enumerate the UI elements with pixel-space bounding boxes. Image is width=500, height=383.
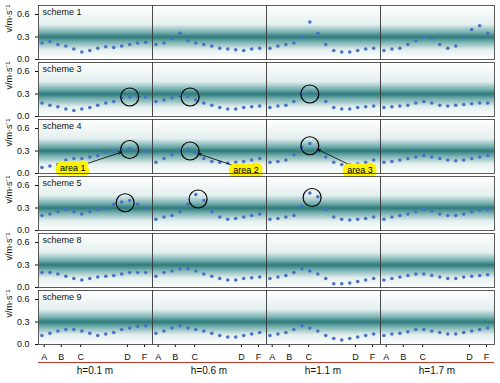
svg-text:D: D bbox=[238, 352, 245, 362]
svg-text:F: F bbox=[256, 352, 262, 362]
svg-text:C: C bbox=[191, 352, 198, 362]
svg-text:area 2: area 2 bbox=[233, 164, 259, 175]
svg-text:v/m·s⁻¹: v/m·s⁻¹ bbox=[4, 233, 14, 261]
svg-text:0.0: 0.0 bbox=[17, 54, 30, 64]
svg-text:B: B bbox=[172, 352, 178, 362]
svg-text:0.0: 0.0 bbox=[17, 168, 30, 178]
svg-text:scheme 9: scheme 9 bbox=[43, 292, 82, 302]
svg-text:v/m·s⁻¹: v/m·s⁻¹ bbox=[4, 5, 14, 33]
svg-text:A: A bbox=[269, 352, 275, 362]
svg-text:F: F bbox=[142, 352, 148, 362]
svg-text:0.6: 0.6 bbox=[17, 180, 30, 190]
svg-text:A: A bbox=[41, 352, 47, 362]
svg-text:v/m·s⁻¹: v/m·s⁻¹ bbox=[4, 119, 14, 147]
svg-text:v/m·s⁻¹: v/m·s⁻¹ bbox=[4, 290, 14, 318]
svg-text:B: B bbox=[58, 352, 64, 362]
svg-text:0.0: 0.0 bbox=[17, 111, 30, 121]
svg-text:0.6: 0.6 bbox=[17, 66, 30, 76]
svg-text:0.0: 0.0 bbox=[17, 282, 30, 292]
svg-text:B: B bbox=[286, 352, 292, 362]
svg-text:area 1: area 1 bbox=[60, 163, 86, 173]
svg-text:0.0: 0.0 bbox=[17, 339, 30, 349]
svg-text:C: C bbox=[419, 352, 426, 362]
svg-text:v/m·s⁻¹: v/m·s⁻¹ bbox=[4, 176, 14, 204]
html-text:h=0.1 m: h=0.1 m bbox=[76, 365, 114, 376]
svg-text:0.3: 0.3 bbox=[17, 146, 30, 156]
svg-text:D: D bbox=[352, 352, 359, 362]
svg-text:scheme 4: scheme 4 bbox=[43, 121, 82, 131]
svg-text:0.0: 0.0 bbox=[17, 225, 30, 235]
svg-text:0.6: 0.6 bbox=[17, 123, 30, 133]
svg-text:0.6: 0.6 bbox=[17, 9, 30, 19]
html-text:h=0.6 m: h=0.6 m bbox=[190, 365, 228, 376]
svg-text:scheme 1: scheme 1 bbox=[43, 7, 82, 17]
svg-text:area 3: area 3 bbox=[347, 164, 373, 175]
html-text:h=1.7 m: h=1.7 m bbox=[418, 365, 456, 376]
html-text:h=1.1 m: h=1.1 m bbox=[304, 365, 342, 376]
svg-text:F: F bbox=[370, 352, 376, 362]
svg-text:scheme 8: scheme 8 bbox=[43, 235, 82, 245]
svg-text:D: D bbox=[124, 352, 131, 362]
svg-text:0.6: 0.6 bbox=[17, 294, 30, 304]
svg-text:D: D bbox=[466, 352, 473, 362]
svg-text:A: A bbox=[383, 352, 389, 362]
svg-text:0.3: 0.3 bbox=[17, 203, 30, 213]
svg-text:C: C bbox=[305, 352, 312, 362]
svg-text:v/m·s⁻¹: v/m·s⁻¹ bbox=[4, 62, 14, 90]
svg-text:0.3: 0.3 bbox=[17, 89, 30, 99]
svg-text:0.6: 0.6 bbox=[17, 237, 30, 247]
svg-text:0.3: 0.3 bbox=[17, 317, 30, 327]
svg-text:B: B bbox=[400, 352, 406, 362]
svg-text:0.3: 0.3 bbox=[17, 32, 30, 42]
svg-text:A: A bbox=[155, 352, 161, 362]
svg-text:C: C bbox=[77, 352, 84, 362]
svg-text:0.3: 0.3 bbox=[17, 260, 30, 270]
svg-text:scheme 5: scheme 5 bbox=[43, 178, 82, 188]
svg-text:F: F bbox=[484, 352, 490, 362]
svg-text:scheme 3: scheme 3 bbox=[43, 64, 82, 74]
